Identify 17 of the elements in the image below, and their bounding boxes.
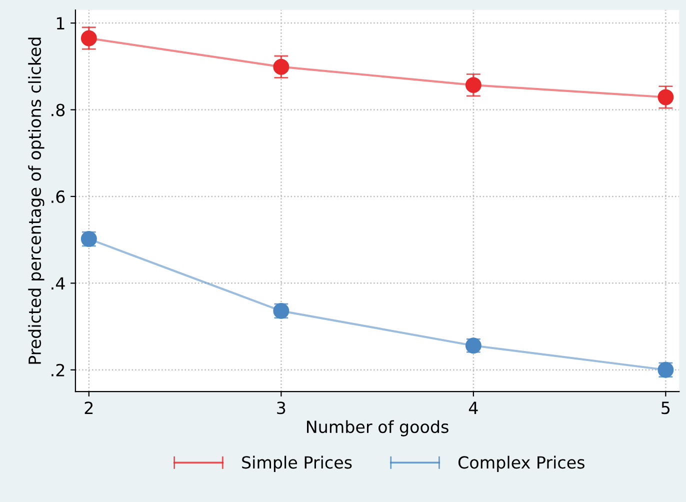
legend-label: Complex Prices bbox=[458, 456, 584, 472]
y-axis-title: Predicted percentage of options clicked bbox=[28, 38, 44, 364]
y-tick-label: .2 bbox=[52, 364, 64, 376]
x-axis-title: Number of goods bbox=[307, 420, 448, 436]
y-tick-label: .6 bbox=[52, 190, 65, 204]
point bbox=[80, 30, 97, 46]
point bbox=[465, 77, 482, 94]
x-tick-label: 2 bbox=[84, 402, 93, 414]
y-tick-label: .8 bbox=[52, 104, 65, 116]
x-tick-label: 4 bbox=[468, 402, 478, 414]
point bbox=[658, 89, 674, 106]
legend-label: Simple Prices bbox=[242, 456, 352, 472]
y-tick-label: .4 bbox=[52, 277, 65, 290]
x-tick-label: 5 bbox=[662, 402, 670, 414]
y-tick-label: 1 bbox=[56, 17, 64, 30]
x-tick-label: 3 bbox=[277, 402, 286, 414]
point bbox=[273, 58, 290, 75]
